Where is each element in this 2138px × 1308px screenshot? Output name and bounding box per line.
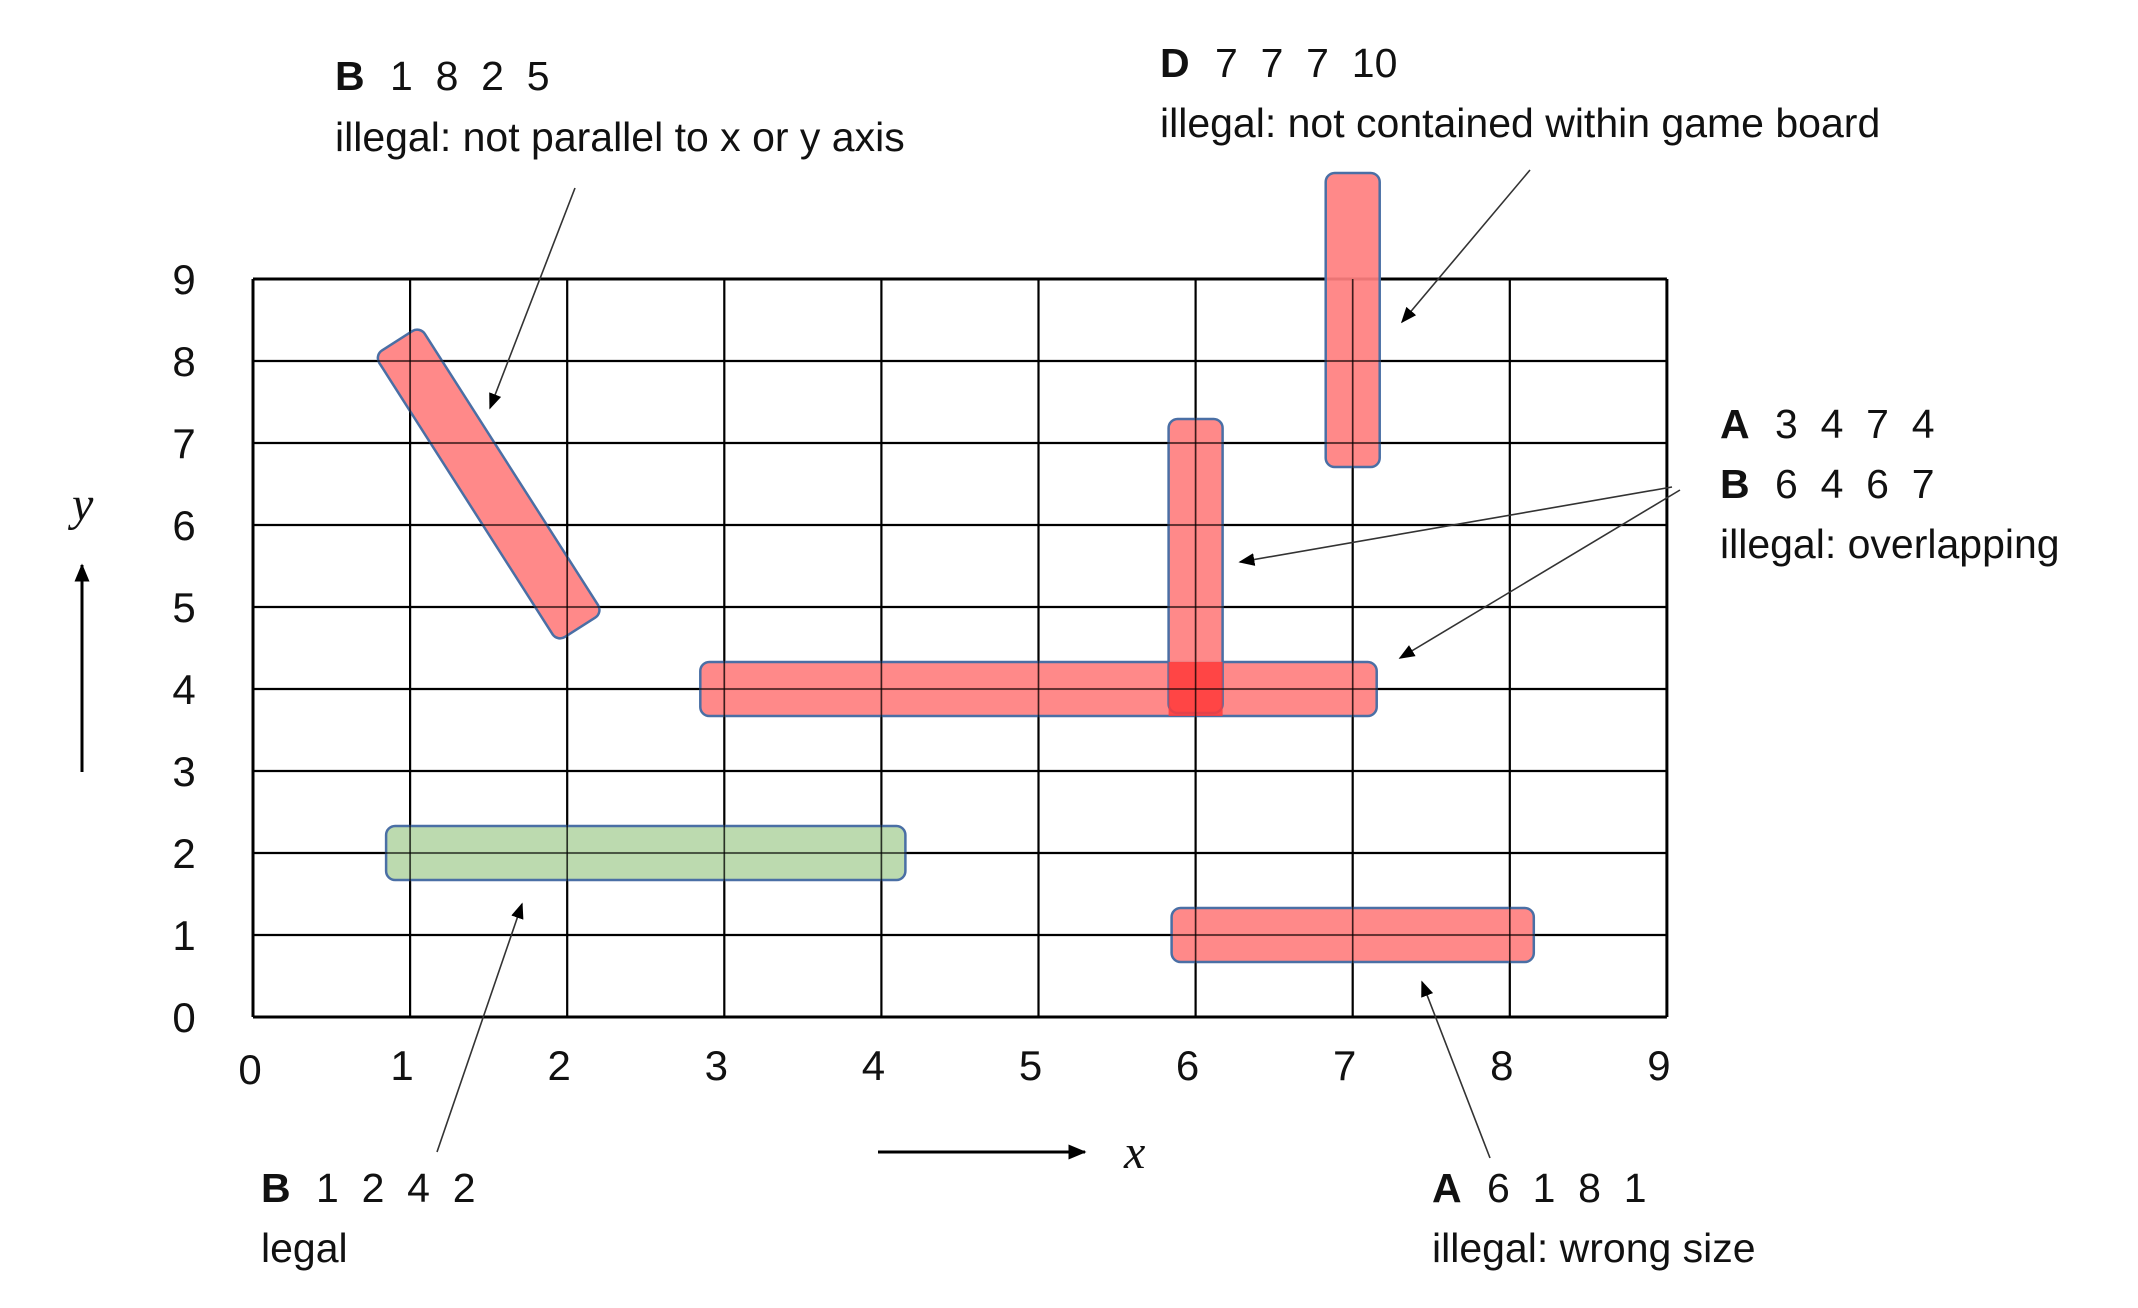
svg-text:D 7 7 7 10: D 7 7 7 10 (1160, 40, 1397, 86)
annotation-a6181-note: illegal: wrong size (1432, 1225, 1756, 1271)
annotation-d77710-letter: D (1160, 40, 1190, 86)
svg-text:B 1 2 4 2: B 1 2 4 2 (261, 1165, 476, 1211)
annotation-b1242-numbers: 1 2 4 2 (316, 1165, 476, 1211)
callout-line-overlap-b (1238, 486, 1673, 566)
annotation-overlap-letter-a: A (1720, 401, 1750, 447)
annotation-a6181-numbers: 6 1 8 1 (1487, 1165, 1647, 1211)
callout-line-a6181 (1421, 980, 1491, 1159)
x-tick-labels: 0 1 2 3 4 5 6 7 8 9 (238, 1042, 1670, 1093)
y-tick-labels: 0 1 2 3 4 5 6 7 8 9 (172, 256, 195, 1041)
x-tick-2: 2 (548, 1042, 571, 1089)
annotation-a6181: A 6 1 8 1 illegal: wrong size (1432, 1165, 1756, 1271)
grid-overlay (253, 279, 1667, 1017)
y-tick-4: 4 (172, 666, 195, 713)
svg-text:A 6 1 8 1: A 6 1 8 1 (1432, 1165, 1647, 1211)
y-tick-9: 9 (172, 256, 195, 303)
annotation-a6181-letter: A (1432, 1165, 1462, 1211)
callout-line-b1825 (489, 187, 576, 410)
annotation-overlap-note: illegal: overlapping (1720, 521, 2060, 567)
y-tick-7: 7 (172, 420, 195, 467)
callout-line-d77710 (1400, 169, 1531, 324)
game-board-grid (251, 277, 1669, 1019)
svg-text:B 6 4 6 7: B 6 4 6 7 (1720, 461, 1935, 507)
y-tick-6: 6 (172, 502, 195, 549)
annotation-d77710-numbers: 7 7 7 10 (1215, 40, 1397, 86)
ship-b-1825 (376, 328, 601, 640)
x-tick-7: 7 (1333, 1042, 1356, 1089)
y-tick-1: 1 (172, 912, 195, 959)
x-tick-8: 8 (1490, 1042, 1513, 1089)
y-tick-0: 0 (172, 994, 195, 1041)
x-tick-5: 5 (1019, 1042, 1042, 1089)
annotation-b1242-letter: B (261, 1165, 291, 1211)
x-tick-1: 1 (390, 1042, 413, 1089)
annotation-b1825-numbers: 1 8 2 5 (390, 53, 550, 99)
callout-line-overlap-a (1398, 489, 1681, 659)
y-axis-name: y (67, 478, 94, 531)
x-axis-name: x (1123, 1126, 1145, 1179)
x-tick-0: 0 (238, 1046, 261, 1093)
annotation-overlap: A 3 4 7 4 B 6 4 6 7 illegal: overlapping (1720, 401, 2060, 567)
callout-line-b1242 (436, 902, 524, 1153)
svg-text:B 1 8 2 5: B 1 8 2 5 (335, 53, 550, 99)
annotation-b1825-letter: B (335, 53, 365, 99)
annotation-b1242: B 1 2 4 2 legal (261, 1165, 476, 1271)
annotation-d77710: D 7 7 7 10 illegal: not contained within… (1160, 40, 1880, 146)
annotation-b1825: B 1 8 2 5 illegal: not parallel to x or … (335, 53, 905, 160)
x-tick-3: 3 (705, 1042, 728, 1089)
y-tick-5: 5 (172, 584, 195, 631)
annotation-d77710-note: illegal: not contained within game board (1160, 100, 1880, 146)
y-tick-2: 2 (172, 830, 195, 877)
y-tick-3: 3 (172, 748, 195, 795)
svg-text:A 3 4 7 4: A 3 4 7 4 (1720, 401, 1935, 447)
callout-lines (436, 169, 1681, 1159)
x-tick-9: 9 (1647, 1042, 1670, 1089)
annotation-b1825-note: illegal: not parallel to x or y axis (335, 114, 905, 160)
annotation-overlap-letter-b: B (1720, 461, 1750, 507)
annotation-b1242-note: legal (261, 1225, 348, 1271)
y-tick-8: 8 (172, 338, 195, 385)
annotation-overlap-numbers-b: 6 4 6 7 (1775, 461, 1935, 507)
annotation-overlap-numbers-a: 3 4 7 4 (1775, 401, 1935, 447)
overlap-layer (253, 279, 1667, 1017)
ships-layer (376, 171, 1536, 964)
x-tick-4: 4 (862, 1042, 885, 1089)
x-tick-6: 6 (1176, 1042, 1199, 1089)
